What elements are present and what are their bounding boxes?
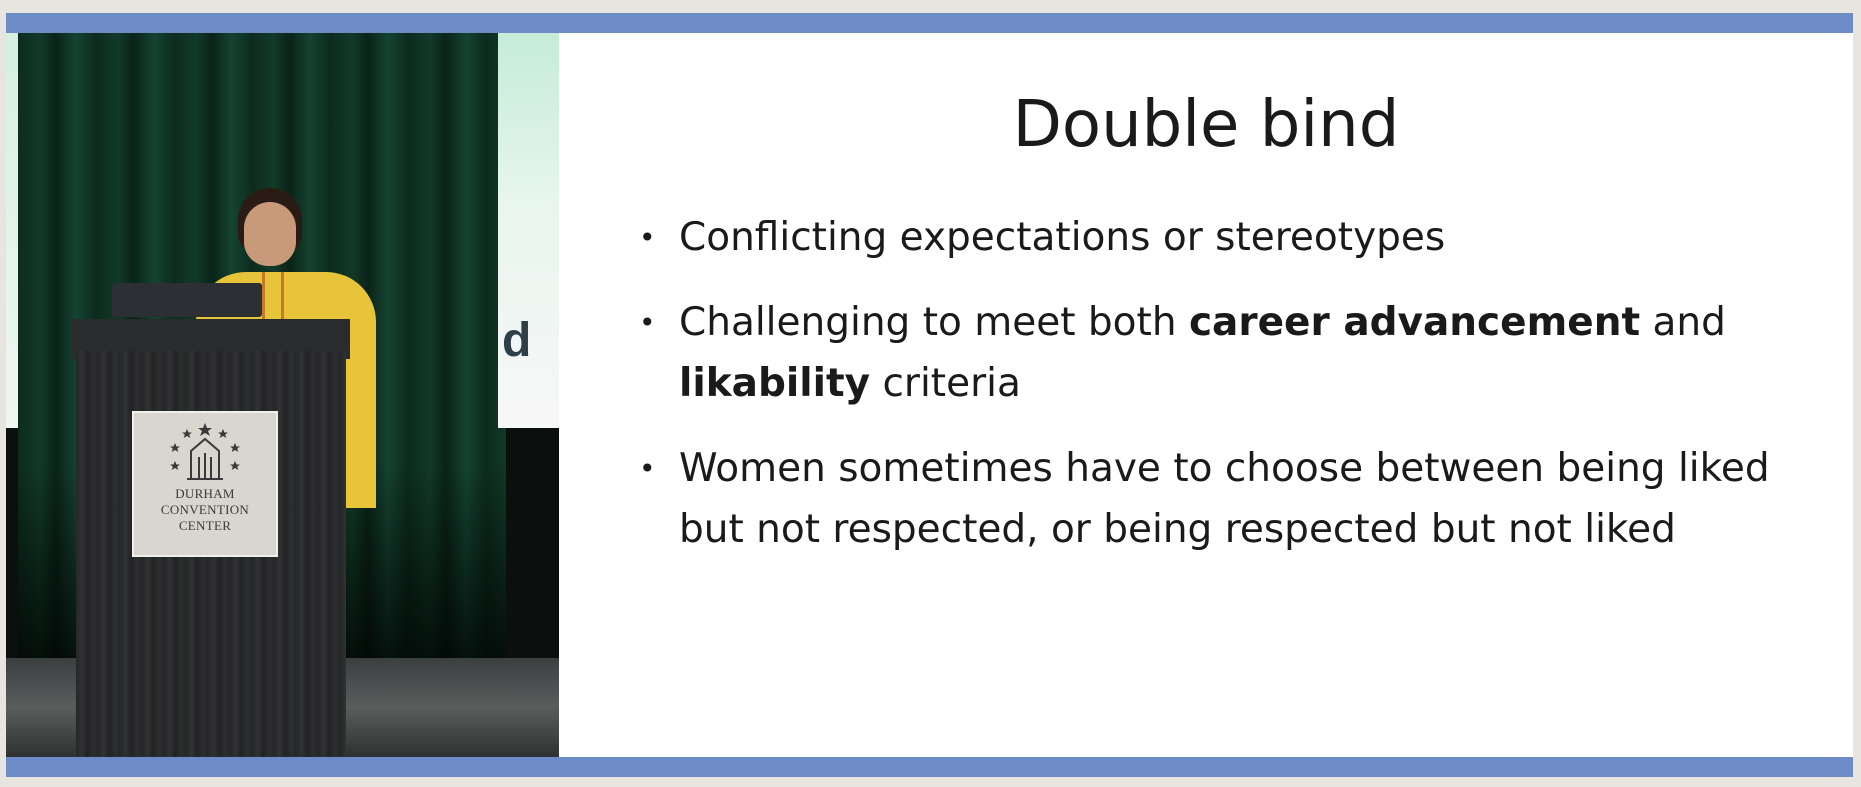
- bullet-text-part: criteria: [870, 361, 1021, 406]
- podium-sign-line2: CONVENTION: [160, 502, 250, 517]
- right-banner: d: [498, 33, 559, 428]
- bullet-text: Conflicting expectations or stereotypes: [679, 215, 1446, 260]
- bullet-text: Women sometimes have to choose between b…: [679, 446, 1770, 552]
- podium-sign-line1: DURHAM: [175, 486, 235, 501]
- podium-sign: DURHAM CONVENTION CENTER: [132, 411, 278, 557]
- laptop: [112, 283, 262, 317]
- bullet-dot: •: [639, 452, 656, 485]
- banner-letter: d: [502, 314, 532, 367]
- bullet-item: • Women sometimes have to choose between…: [639, 438, 1799, 560]
- bottom-accent-bar: [6, 757, 1853, 777]
- bullet-bold-term: likability: [679, 361, 871, 406]
- bullet-item: • Challenging to meet both career advanc…: [639, 292, 1799, 414]
- bullet-dot: •: [639, 221, 656, 254]
- bullet-list: • Conflicting expectations or stereotype…: [639, 207, 1799, 584]
- bullet-text-part: and: [1640, 300, 1726, 345]
- convention-center-logo-icon: [170, 423, 240, 480]
- speaker-head: [244, 202, 296, 266]
- left-banner: [6, 33, 18, 428]
- speaker-video[interactable]: d: [6, 33, 559, 757]
- bullet-text-part: Challenging to meet both: [679, 300, 1189, 345]
- top-accent-bar: [6, 13, 1853, 33]
- podium-sign-line3: CENTER: [178, 518, 232, 533]
- bullet-bold-term: career advancement: [1188, 300, 1641, 345]
- presentation-slide: Double bind • Conflicting expectations o…: [559, 33, 1853, 757]
- slide-title: Double bind: [1012, 88, 1400, 162]
- bullet-item: • Conflicting expectations or stereotype…: [639, 207, 1799, 268]
- speaker-lanyard: [262, 272, 284, 342]
- bullet-dot: •: [639, 306, 656, 339]
